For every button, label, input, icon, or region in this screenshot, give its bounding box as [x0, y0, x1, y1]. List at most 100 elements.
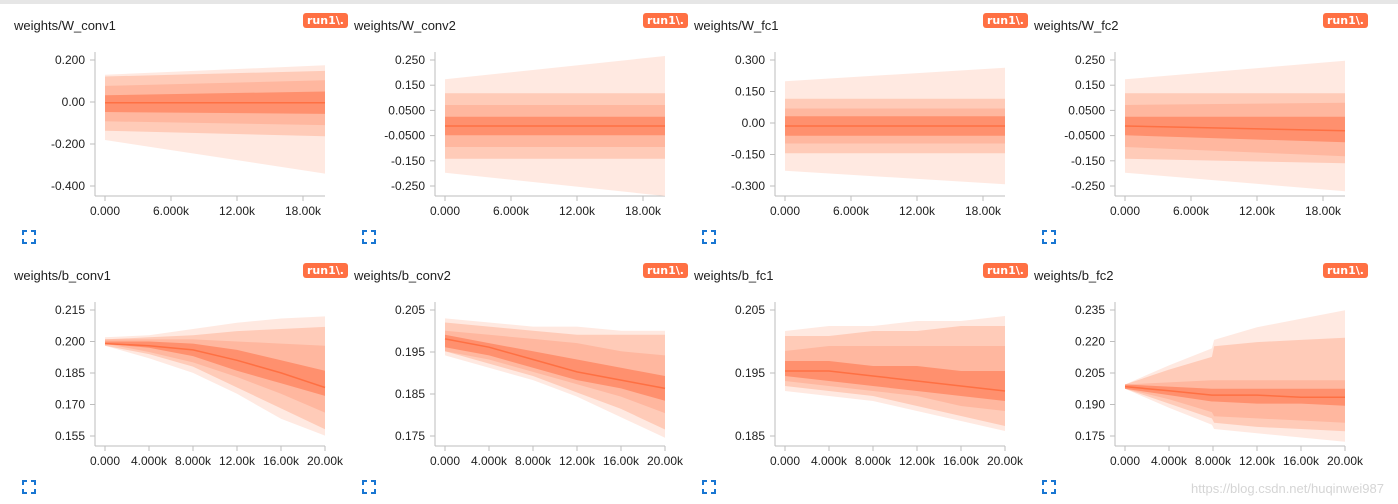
fullscreen-expand-icon[interactable]: [702, 480, 716, 494]
x-tick-label: 12.00k: [219, 204, 256, 218]
y-tick-label: 0.155: [55, 429, 85, 443]
run-badge: run1\.: [1323, 263, 1368, 278]
y-tick-label: 0.185: [735, 429, 765, 443]
chart-title: weights/W_conv1: [14, 18, 116, 33]
median-line: [1124, 125, 1346, 132]
fullscreen-expand-icon[interactable]: [1042, 480, 1056, 494]
x-tick-label: 12.00k: [899, 204, 936, 218]
fullscreen-expand-icon[interactable]: [22, 480, 36, 494]
top-divider: [0, 0, 1398, 4]
y-tick-label: 0.300: [735, 53, 765, 67]
fullscreen-expand-icon[interactable]: [1042, 230, 1056, 244]
x-tick-label: 18.00k: [625, 204, 662, 218]
x-tick-label: 6.000k: [1173, 204, 1210, 218]
histogram-card: weights/W_conv2 run1\. 0.250 0.150 0.0500 -0.…: [340, 0, 688, 250]
median-line: [785, 370, 1006, 392]
y-tick-label: 0.200: [55, 335, 85, 349]
x-tick-label: 12.00k: [559, 454, 596, 468]
y-tick-label: 0.195: [735, 366, 765, 380]
y-tick-label: -0.300: [731, 179, 765, 193]
y-tick-label: 0.235: [1075, 303, 1105, 317]
x-tick-label: 4.000k: [471, 454, 508, 468]
y-tick-label: 0.175: [1075, 429, 1105, 443]
run-badge: run1\.: [643, 13, 688, 28]
y-tick-label: 0.0500: [1068, 103, 1105, 117]
run-badge: run1\.: [983, 263, 1028, 278]
histogram-plot: 0.300 0.150 0.00 -0.150 -0.300 0.000 6.000k 12.…: [731, 52, 1005, 218]
fullscreen-expand-icon[interactable]: [702, 230, 716, 244]
chart-title: weights/W_fc1: [694, 18, 779, 33]
x-tick-label: 18.00k: [965, 204, 1002, 218]
histogram-plot: 0.200 0.00 -0.200 -0.400 0.000 6.000k 12.00k 18…: [51, 52, 325, 218]
x-tick-label: 16.00k: [263, 454, 300, 468]
y-tick-label: 0.250: [1075, 53, 1105, 67]
x-tick-label: 8.000k: [1195, 454, 1232, 468]
x-tick-label: 16.00k: [1283, 454, 1320, 468]
fullscreen-expand-icon[interactable]: [362, 480, 376, 494]
percentile-band: [785, 361, 1005, 401]
percentile-band: [1125, 116, 1345, 143]
run-badge: run1\.: [1323, 13, 1368, 28]
histogram-plot: 0.250 0.150 0.0500 -0.0500 -0.150 -0.250 0.000…: [384, 52, 665, 218]
median-line: [1124, 385, 1345, 398]
fullscreen-expand-icon[interactable]: [22, 230, 36, 244]
y-tick-label: 0.205: [1075, 366, 1105, 380]
x-tick-label: 12.00k: [1239, 454, 1276, 468]
chart-title: weights/W_conv2: [354, 18, 456, 33]
x-tick-label: 18.00k: [1305, 204, 1342, 218]
x-tick-label: 0.000: [770, 204, 800, 218]
histogram-card: weights/W_fc2 run1\. 0.250 0.150 0.0500 -0.05…: [1020, 0, 1368, 250]
y-tick-label: 0.00: [62, 95, 86, 109]
run-badge: run1\.: [983, 13, 1028, 28]
y-tick-label: 0.250: [395, 53, 425, 67]
x-tick-label: 6.000k: [153, 204, 190, 218]
x-tick-label: 4.000k: [131, 454, 168, 468]
histogram-plot: 0.250 0.150 0.0500 -0.0500 -0.150 -0.250 0.000…: [1064, 52, 1346, 218]
x-tick-label: 12.00k: [899, 454, 936, 468]
fullscreen-expand-icon[interactable]: [362, 230, 376, 244]
x-tick-label: 8.000k: [855, 454, 892, 468]
y-tick-label: 0.185: [55, 366, 85, 380]
x-tick-label: 0.000: [770, 454, 800, 468]
chart-title: weights/W_fc2: [1034, 18, 1119, 33]
x-tick-label: 12.00k: [1239, 204, 1276, 218]
histogram-card: weights/b_conv1 run1\. 0.215 0.200 0.185 0.17…: [0, 250, 348, 500]
x-tick-label: 6.000k: [833, 204, 870, 218]
histogram-plot: 0.205 0.195 0.185 0.000 4.000k 8.000k 12.00k 16…: [735, 302, 1024, 468]
y-tick-label: -0.0500: [384, 129, 425, 143]
chart-title: weights/b_conv2: [354, 268, 451, 283]
x-tick-label: 0.000: [430, 454, 460, 468]
x-tick-label: 12.00k: [559, 204, 596, 218]
histogram-card: weights/b_conv2 run1\. 0.205 0.195 0.185 0.17…: [340, 250, 688, 500]
histogram-card: weights/W_fc1 run1\. 0.300 0.150 0.00 -0.150 -…: [680, 0, 1028, 250]
histogram-plot: 0.205 0.195 0.185 0.175 0.000 4.000k 8.000k 12.…: [395, 302, 684, 468]
x-tick-label: 0.000: [90, 454, 120, 468]
y-tick-label: -0.150: [731, 148, 765, 162]
chart-title: weights/b_conv1: [14, 268, 111, 283]
histogram-plot: 0.215 0.200 0.185 0.170 0.155 0.000 4.000k 8.00…: [55, 302, 344, 468]
watermark: https://blog.csdn.net/huqinwei987: [1191, 481, 1384, 496]
y-tick-label: -0.400: [51, 179, 85, 193]
percentile-band: [445, 334, 665, 401]
histogram-card: weights/b_fc1 run1\. 0.205 0.195 0.185 0.000 4…: [680, 250, 1028, 500]
y-tick-label: 0.190: [1075, 398, 1105, 412]
x-tick-label: 0.000: [430, 204, 460, 218]
x-tick-label: 18.00k: [285, 204, 322, 218]
run-badge: run1\.: [303, 13, 348, 28]
y-tick-label: -0.0500: [1064, 129, 1105, 143]
y-tick-label: 0.200: [55, 53, 85, 67]
histogram-card: weights/b_fc2 run1\. 0.235 0.220 0.205 0.190 0…: [1020, 250, 1368, 500]
x-tick-label: 4.000k: [1151, 454, 1188, 468]
y-tick-label: 0.150: [395, 78, 425, 92]
y-tick-label: 0.175: [395, 429, 425, 443]
x-tick-label: 20.00k: [647, 454, 684, 468]
x-tick-label: 0.000: [1110, 204, 1140, 218]
histogram-plot: 0.235 0.220 0.205 0.190 0.175 0.000 4.000k 8.00…: [1075, 302, 1364, 468]
y-tick-label: 0.205: [395, 303, 425, 317]
run-badge: run1\.: [643, 263, 688, 278]
chart-title: weights/b_fc2: [1034, 268, 1114, 283]
percentile-band: [105, 339, 325, 413]
y-tick-label: -0.250: [1071, 179, 1105, 193]
x-tick-label: 4.000k: [811, 454, 848, 468]
y-tick-label: 0.205: [735, 303, 765, 317]
